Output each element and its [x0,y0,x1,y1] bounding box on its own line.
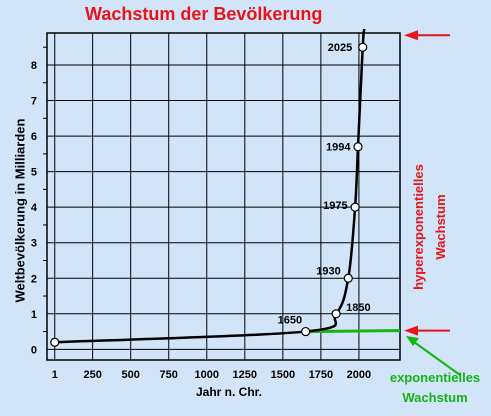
y-tick-label: 6 [31,131,37,143]
hyperexponential-label-line1: hyperexponentielles [411,164,426,290]
data-point [301,326,311,337]
x-tick-label: 1750 [309,369,333,381]
x-tick-label: 250 [83,369,101,381]
y-tick-label: 3 [31,238,37,250]
year-annotation: 1930 [316,265,340,277]
y-tick-label: 5 [31,167,37,179]
data-point [350,202,360,212]
year-annotation: 1994 [326,142,351,154]
exponential-trend-line [305,329,401,334]
x-tick-label: 1 [52,369,58,381]
y-tick-label: 1 [31,309,37,321]
data-point [331,309,341,319]
hyperexponential-label-line2: Wachstum [433,194,448,260]
arrow-exponential-green-shaft [413,341,461,376]
arrow-exponential-green-head [406,336,419,346]
y-tick-label: 4 [31,202,38,214]
year-annotation: 1975 [323,200,347,212]
x-tick-label: 2000 [347,369,371,381]
year-annotation: 1850 [346,302,370,314]
data-point [353,142,363,152]
y-tick-label: 7 [31,96,37,108]
year-annotation: 1650 [278,315,302,327]
year-annotation: 2025 [328,42,352,54]
arrow-hyper-top-head [404,30,418,41]
exponential-label-line2: Wachstum [402,390,468,405]
data-point [343,273,353,283]
x-tick-label: 1500 [271,369,295,381]
x-tick-label: 1000 [195,369,219,381]
data-point [50,337,60,347]
x-tick-label: 500 [122,369,140,381]
chart-title: Wachstum der Bevölkerung [85,4,323,24]
x-axis-label: Jahr n. Chr. [196,385,263,399]
x-tick-label: 750 [160,369,178,381]
x-tick-label: 1250 [233,369,257,381]
arrow-exponential-level-head [404,325,418,336]
y-tick-label: 0 [31,344,37,356]
exponential-label-line1: exponentielles [389,370,481,385]
hyperexponential-label: hyperexponentielles Wachstum [408,147,452,307]
exponential-label: exponentielles Wachstum [380,368,490,408]
data-point [358,42,368,52]
y-tick-label: 8 [31,60,37,72]
y-tick-label: 2 [31,273,37,285]
